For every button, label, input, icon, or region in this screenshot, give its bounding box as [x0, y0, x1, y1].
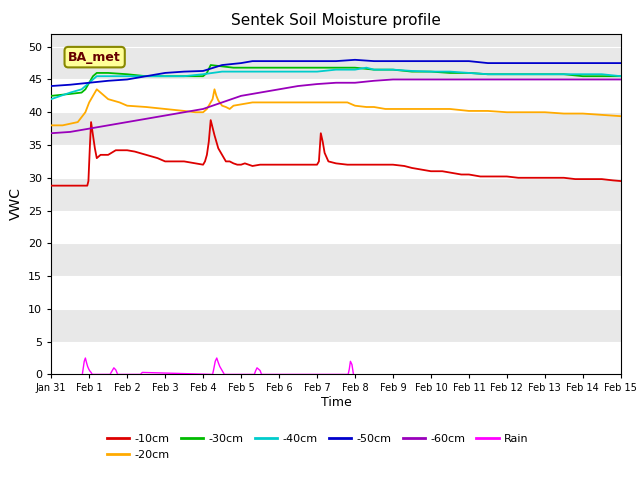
Bar	[51, 178, 621, 211]
Title: Sentek Soil Moisture profile: Sentek Soil Moisture profile	[231, 13, 441, 28]
Bar	[51, 342, 621, 374]
Bar	[51, 211, 621, 243]
Bar	[51, 47, 621, 80]
Bar	[51, 276, 621, 309]
Bar	[51, 112, 621, 145]
Bar	[51, 80, 621, 112]
Bar	[51, 145, 621, 178]
Bar	[51, 243, 621, 276]
Text: BA_met: BA_met	[68, 51, 121, 64]
Legend: -10cm, -20cm, -30cm, -40cm, -50cm, -60cm, Rain: -10cm, -20cm, -30cm, -40cm, -50cm, -60cm…	[102, 430, 533, 464]
X-axis label: Time: Time	[321, 396, 351, 409]
Bar	[51, 309, 621, 342]
Y-axis label: VWC: VWC	[8, 188, 22, 220]
